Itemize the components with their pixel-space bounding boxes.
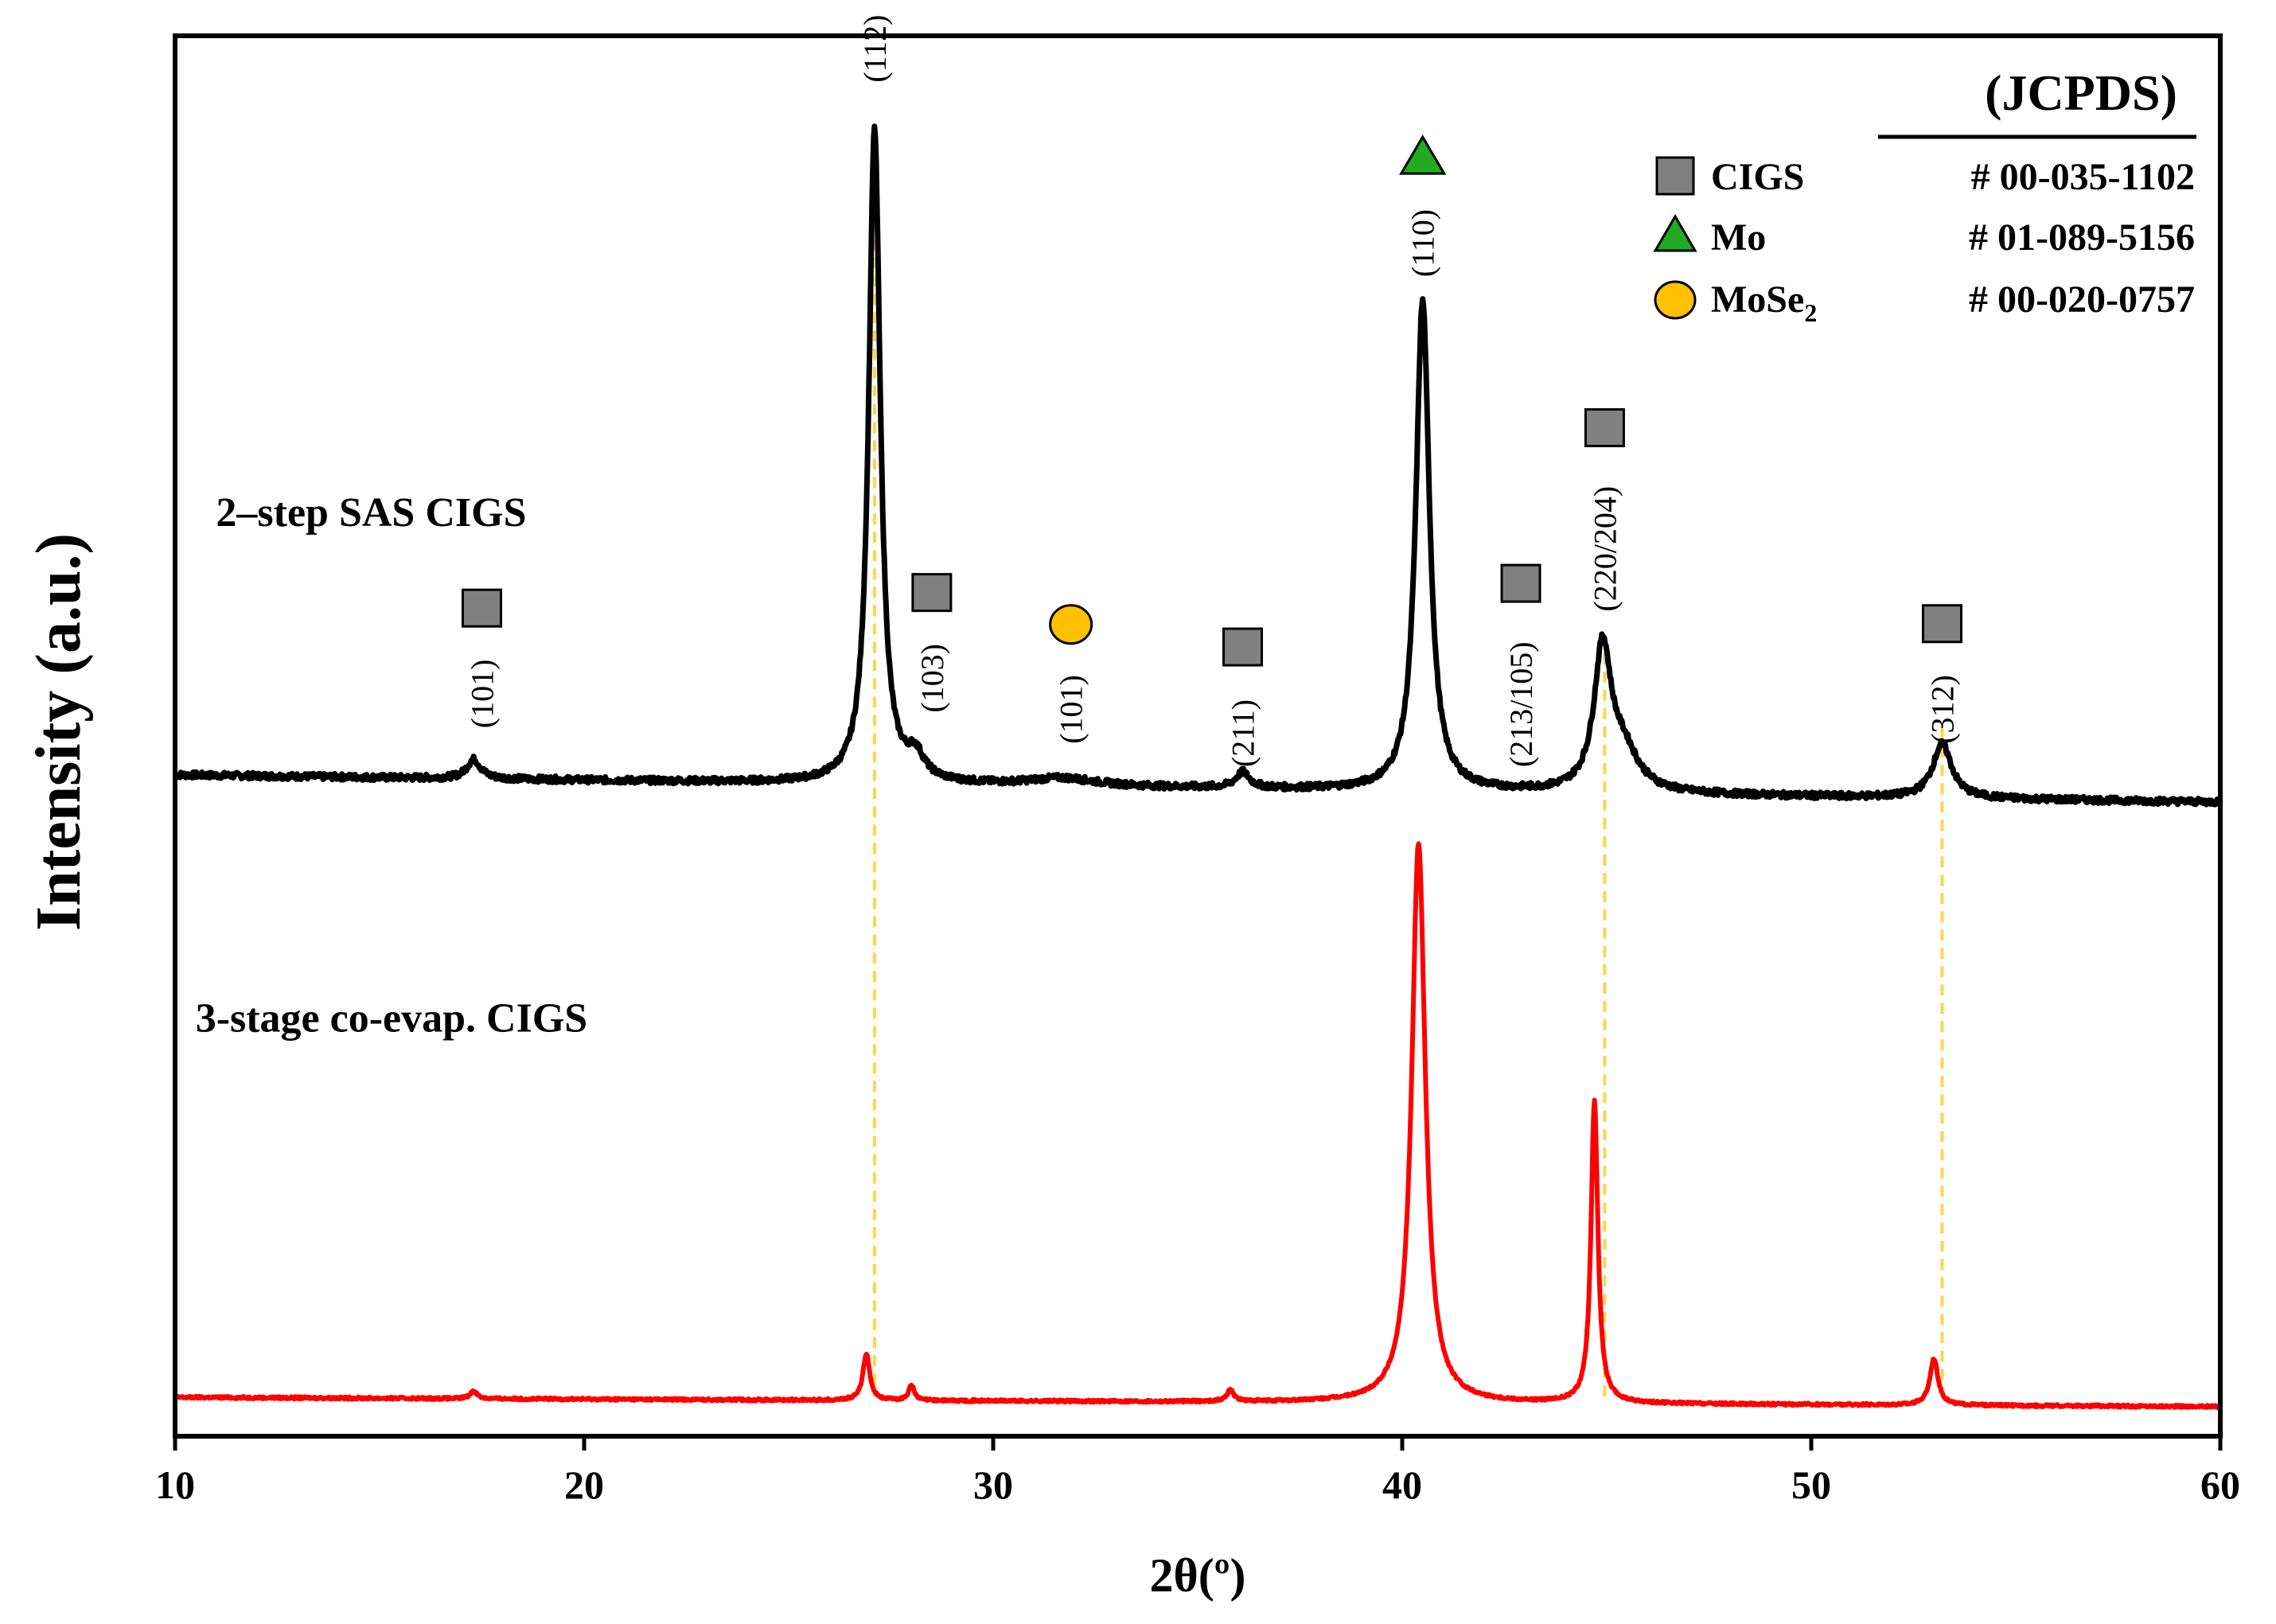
peak-label-6: (213/105)	[1503, 641, 1539, 767]
peak-annotations: (101) (112) (103) (101) (211) (110) (213/105) (…	[462, 15, 1962, 767]
legend-label-mose2-base: MoSe	[1711, 278, 1804, 321]
reference-lines	[872, 129, 1944, 1398]
legend-label-mose2-sub: 2	[1804, 298, 1817, 327]
legend-card-mose2: # 00-020-0757	[1969, 278, 2195, 321]
series-label-coevap: 3-stage co-evap. CIGS	[196, 996, 588, 1042]
legend-card-cigs: # 00-035-1102	[1971, 156, 2195, 198]
peak-marker-cigs-7	[1584, 408, 1625, 448]
legend-label-mo: Mo	[1711, 216, 1766, 259]
legend-marker-mose2	[1654, 280, 1697, 320]
peak-label-7: (220/204)	[1587, 486, 1623, 612]
x-tick-label-1: 20	[564, 1462, 604, 1507]
peak-marker-mo-5	[1399, 134, 1447, 175]
x-tick-label-5: 60	[2200, 1462, 2240, 1507]
series-labels: 2–step SAS CIGS 3-stage co-evap. CIGS	[196, 490, 588, 1042]
legend: (JCPDS) CIGS # 00-035-1102 Mo # 01-089-5…	[1653, 64, 2196, 327]
peak-label-4: (211)	[1226, 699, 1261, 767]
x-tick-label-3: 40	[1382, 1462, 1422, 1507]
peak-label-5: (110)	[1405, 209, 1441, 277]
series-line-1	[173, 841, 2223, 1410]
legend-card-mo: # 01-089-5156	[1969, 216, 2195, 259]
series-layer	[173, 123, 2223, 1410]
peak-label-1: (112)	[857, 15, 893, 83]
legend-header: (JCPDS)	[1985, 64, 2177, 121]
peak-marker-cigs-0	[462, 588, 502, 628]
peak-marker-mose2-3	[1049, 604, 1093, 645]
y-axis-title: Intensity (a.u.)	[24, 533, 94, 931]
peak-marker-cigs-8	[1921, 604, 1962, 644]
peak-marker-cigs-4	[1222, 627, 1264, 667]
legend-marker-cigs	[1655, 156, 1695, 196]
legend-marker-mo	[1653, 214, 1697, 252]
series-line-0	[173, 123, 2223, 808]
peak-label-2: (103)	[914, 644, 950, 713]
legend-label-cigs: CIGS	[1711, 156, 1804, 198]
plot-frame	[173, 33, 2223, 1439]
x-axis-title: 2θ(º)	[1149, 1549, 1245, 1602]
legend-label-mose2: MoSe2	[1711, 278, 1817, 327]
peak-label-0: (101)	[465, 660, 501, 729]
peak-label-8: (312)	[1924, 675, 1960, 744]
x-tick-label-4: 50	[1791, 1462, 1831, 1507]
peak-marker-cigs-2	[911, 573, 953, 613]
series-label-sas: 2–step SAS CIGS	[216, 490, 526, 535]
x-tick-label-2: 30	[973, 1462, 1013, 1507]
x-tick-label-0: 10	[155, 1462, 195, 1507]
peak-label-3: (101)	[1054, 675, 1089, 744]
peak-marker-cigs-6	[1500, 563, 1541, 603]
x-axis-ticks: 10 20 30 40 50 60	[155, 1436, 2240, 1507]
